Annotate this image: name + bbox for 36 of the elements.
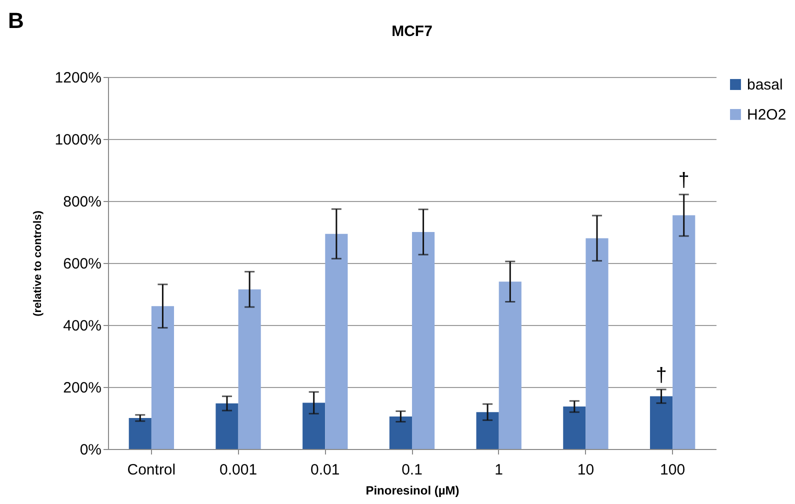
y-tick-label: 200% — [63, 380, 102, 396]
bar — [302, 402, 326, 449]
bar — [128, 418, 152, 449]
bar — [650, 396, 673, 449]
bar — [586, 238, 608, 449]
legend-label: H2O2 — [747, 106, 786, 124]
bar — [672, 215, 696, 449]
text: B — [8, 8, 24, 33]
y-tick-label: 600% — [63, 256, 102, 272]
y-axis-title: (relative to controls) — [32, 210, 44, 316]
y-tick-label: 1200% — [54, 70, 102, 86]
x-tick-label: Control — [127, 462, 176, 478]
bar — [563, 406, 586, 449]
bar — [151, 306, 174, 449]
annotation: † — [678, 169, 690, 192]
x-tick-label: 100 — [660, 462, 686, 478]
annotation: † — [656, 364, 667, 386]
bar — [412, 232, 435, 449]
bar — [238, 289, 261, 449]
x-axis-title: Pinoresinol (µM) — [366, 484, 460, 498]
bar — [498, 282, 522, 449]
y-tick-label: 1000% — [54, 132, 102, 148]
x-tick-label: 1 — [494, 462, 504, 478]
x-tick-label: 0.001 — [220, 462, 258, 478]
y-tick-label: 0% — [80, 442, 102, 458]
bar — [216, 403, 238, 449]
legend-label: basal — [747, 76, 783, 94]
x-tick-label: 0.1 — [402, 462, 422, 478]
bar — [389, 416, 412, 449]
bar — [476, 412, 499, 449]
chart-title: MCF7 — [392, 23, 432, 40]
x-tick-label: 0.01 — [310, 462, 340, 478]
y-tick-label: 400% — [63, 318, 102, 334]
bar — [325, 234, 348, 449]
x-tick-label: 10 — [577, 462, 594, 478]
y-tick-label: 800% — [63, 194, 102, 210]
